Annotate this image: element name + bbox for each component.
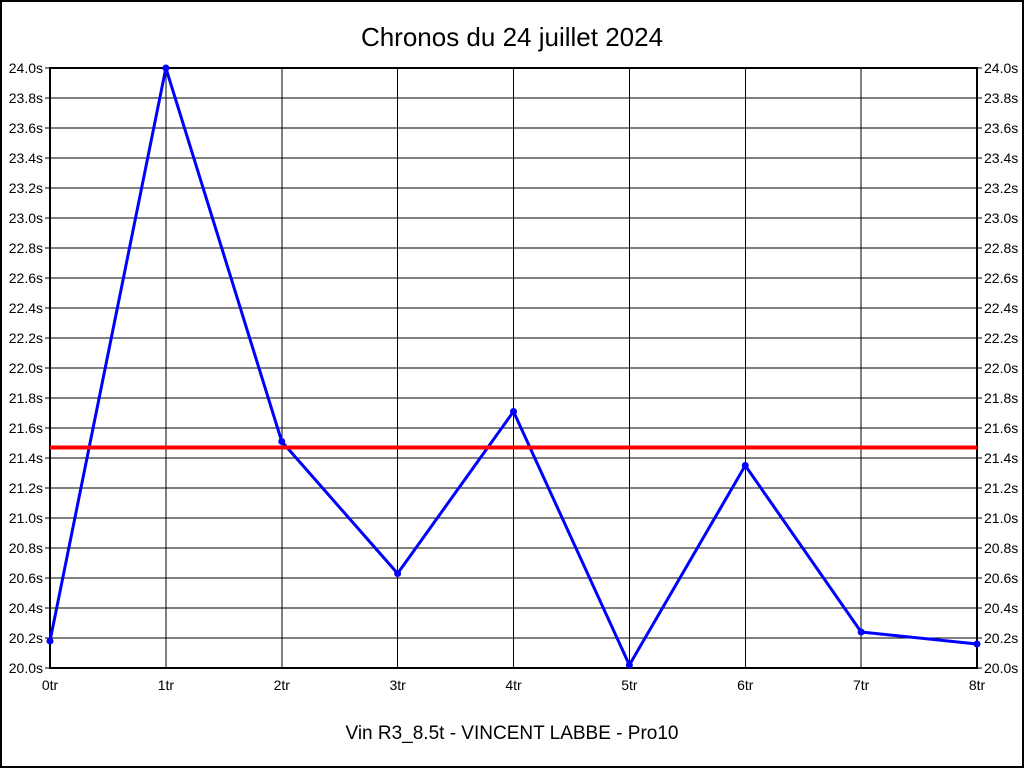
data-point-marker — [625, 661, 633, 669]
y-axis-label-left: 20.4s — [9, 600, 43, 616]
chart-title: Chronos du 24 juillet 2024 — [360, 22, 664, 52]
x-axis-label: 1tr — [158, 677, 175, 693]
y-axis-label-right: 22.6s — [984, 270, 1018, 286]
plot-border — [49, 67, 978, 669]
x-axis-label: 0tr — [42, 677, 59, 693]
y-axis-label-right: 21.0s — [984, 510, 1018, 526]
y-axis-label-left: 21.6s — [9, 420, 43, 436]
y-axis-label-left: 23.2s — [9, 180, 43, 196]
y-axis-label-right: 21.8s — [984, 390, 1018, 406]
y-axis-label-right: 23.4s — [984, 150, 1018, 166]
y-axis-label-right: 24.0s — [984, 60, 1018, 76]
y-axis-label-left: 22.8s — [9, 240, 43, 256]
y-axis-label-right: 21.4s — [984, 450, 1018, 466]
y-axis-label-left: 22.6s — [9, 270, 43, 286]
x-axis-label: 4tr — [505, 677, 522, 693]
y-axis-label-left: 22.2s — [9, 330, 43, 346]
y-axis-label-right: 23.6s — [984, 120, 1018, 136]
y-axis-label-left: 23.8s — [9, 90, 43, 106]
y-axis-label-left: 22.0s — [9, 360, 43, 376]
y-axis-label-left: 24.0s — [9, 60, 43, 76]
y-axis-label-right: 20.2s — [984, 630, 1018, 646]
data-point-marker — [394, 570, 402, 577]
y-axis-label-left: 21.2s — [9, 480, 43, 496]
y-axis-label-left: 20.0s — [9, 660, 43, 676]
y-axis-label-right: 22.0s — [984, 360, 1018, 376]
y-axis-label-right: 21.2s — [984, 480, 1018, 496]
data-point-marker — [973, 640, 981, 648]
y-axis-label-right: 20.4s — [984, 600, 1018, 616]
x-axis-label: 5tr — [621, 677, 638, 693]
y-axis-label-left: 20.6s — [9, 570, 43, 586]
y-axis-label-left: 22.4s — [9, 300, 43, 316]
y-axis-label-left: 23.4s — [9, 150, 43, 166]
y-axis-label-right: 23.8s — [984, 90, 1018, 106]
y-axis-label-right: 20.0s — [984, 660, 1018, 676]
y-axis-label-left: 23.6s — [9, 120, 43, 136]
x-axis-label: 3tr — [389, 677, 406, 693]
y-axis-label-right: 22.4s — [984, 300, 1018, 316]
y-axis-label-right: 22.2s — [984, 330, 1018, 346]
y-axis-label-left: 21.8s — [9, 390, 43, 406]
y-axis-label-right: 23.0s — [984, 210, 1018, 226]
data-point-marker — [857, 628, 865, 636]
x-axis-label: 2tr — [274, 677, 291, 693]
y-axis-label-left: 20.8s — [9, 540, 43, 556]
chart-footer: Vin R3_8.5t - VINCENT LABBE - Pro10 — [345, 723, 679, 744]
data-point-marker — [278, 438, 286, 445]
data-point-marker — [46, 637, 54, 645]
y-axis-label-left: 21.4s — [9, 450, 43, 466]
data-point-marker — [741, 462, 749, 469]
x-axis-label: 7tr — [853, 677, 870, 693]
y-axis-label-right: 21.6s — [984, 420, 1018, 436]
y-axis-label-left: 21.0s — [9, 510, 43, 526]
y-axis-label-right: 22.8s — [984, 240, 1018, 256]
y-axis-label-left: 20.2s — [9, 630, 43, 646]
y-axis-label-left: 23.0s — [9, 210, 43, 226]
y-axis-label-right: 20.6s — [984, 570, 1018, 586]
x-axis-label: 6tr — [737, 677, 754, 693]
y-axis-label-right: 23.2s — [984, 180, 1018, 196]
data-point-marker — [162, 64, 170, 72]
x-axis-label: 8tr — [969, 677, 986, 693]
y-axis-label-right: 20.8s — [984, 540, 1018, 556]
data-point-marker — [510, 408, 517, 415]
